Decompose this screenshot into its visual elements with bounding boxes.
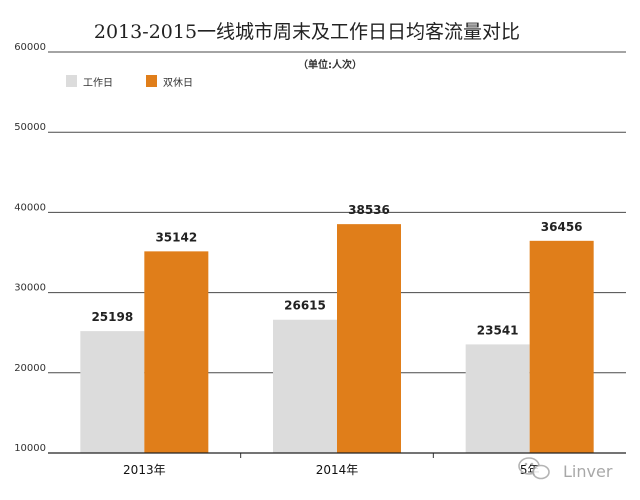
bar: [273, 319, 337, 453]
x-tick-label: 2014年: [316, 463, 359, 477]
y-tick-label: 30000: [14, 283, 46, 294]
legend-label: 工作日: [83, 77, 113, 89]
wechat-icon: [518, 457, 550, 480]
bar: [337, 224, 401, 453]
chart-subtitle: （单位:人次）: [298, 58, 362, 71]
y-tick-label: 10000: [14, 443, 46, 454]
bar: [80, 331, 145, 453]
bar: [144, 251, 209, 453]
legend-label: 双休日: [163, 77, 193, 89]
watermark-text: Linver: [563, 462, 613, 481]
watermark: Linver: [518, 457, 613, 481]
y-tick-label: 50000: [14, 122, 46, 133]
data-label: 26615: [284, 299, 326, 313]
data-label: 36456: [541, 220, 583, 234]
data-label: 25198: [91, 310, 133, 324]
legend-swatch: [66, 75, 77, 87]
legend: 工作日 双休日: [66, 75, 193, 89]
data-label: 38536: [348, 203, 390, 217]
legend-swatch: [146, 75, 157, 87]
y-tick-label: 20000: [14, 363, 46, 374]
bars: [80, 224, 594, 453]
bar: [529, 240, 594, 453]
chart-title: 2013-2015一线城市周末及工作日日均客流量对比: [94, 21, 520, 43]
data-label: 23541: [477, 323, 519, 337]
x-tick-label: 2013年: [123, 463, 166, 477]
y-tick-label: 60000: [14, 42, 46, 53]
y-tick-label: 40000: [14, 202, 46, 213]
bar: [465, 344, 530, 453]
data-labels: 25198 35142 26615 38536 23541 36456: [91, 203, 582, 337]
y-axis-ticks: 10000 20000 30000 40000 50000 60000: [14, 42, 46, 454]
data-label: 35142: [155, 230, 197, 244]
